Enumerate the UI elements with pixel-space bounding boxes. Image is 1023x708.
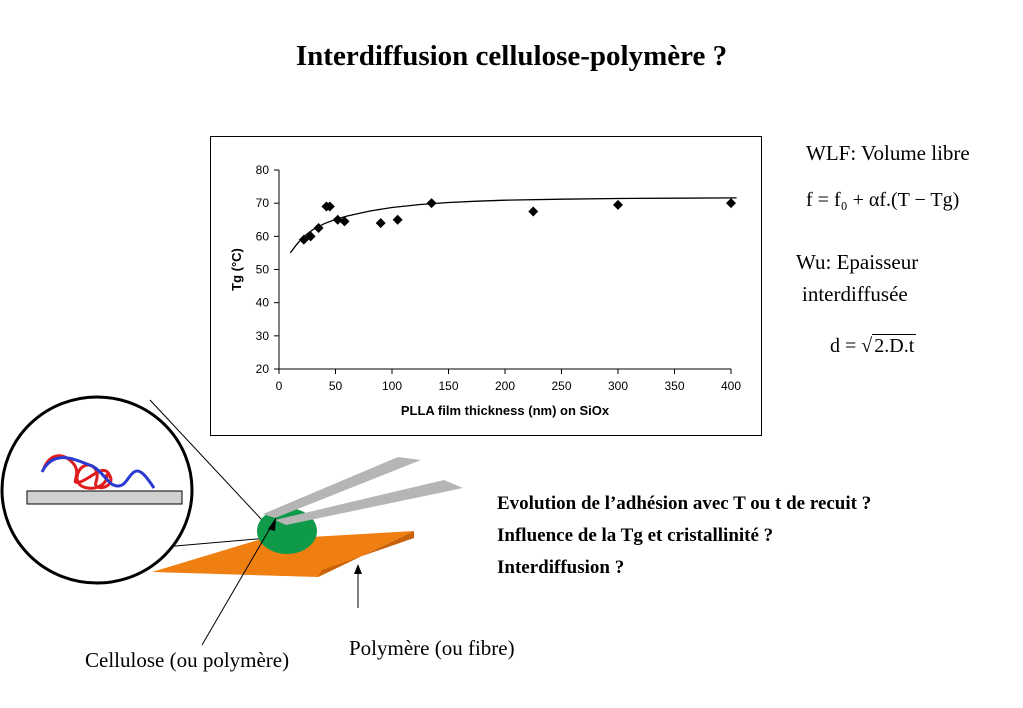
arrow-polymer-head (354, 564, 362, 574)
y-tick-label: 60 (256, 229, 270, 243)
slide-title: Interdiffusion cellulose-polymère ? (295, 40, 728, 72)
question-item: Evolution de l’adhésion avec T ou t de r… (497, 493, 872, 514)
x-tick-label: 350 (664, 379, 684, 393)
x-tick-label: 150 (438, 379, 458, 393)
arrow-cellulose-head (268, 518, 276, 531)
x-tick-label: 100 (382, 379, 402, 393)
tweezer-arm-upper (263, 457, 421, 518)
label-cellulose: Cellulose (ou polymère) (85, 648, 290, 672)
fit-curve (289, 197, 737, 254)
y-tick-label: 40 (256, 296, 270, 310)
x-tick-label: 50 (329, 379, 343, 393)
chain-red (42, 454, 113, 490)
data-point (528, 206, 539, 217)
x-tick-label: 400 (721, 379, 741, 393)
data-point (332, 214, 343, 225)
data-point (313, 223, 324, 234)
data-point (392, 214, 403, 225)
zoom-line-top (149, 399, 263, 521)
chain-blue (40, 456, 156, 489)
data-point (426, 198, 437, 209)
data-point (375, 218, 386, 229)
tg-thickness-chart: 0 50 100 150 200 250 300 350 400 20 30 40 50 60 70 80 P… (229, 163, 741, 418)
y-tick-label: 30 (256, 329, 270, 343)
wu-formula: d = √ 2.D.t (830, 334, 917, 358)
data-point (339, 216, 350, 227)
zoom-circle (0, 395, 194, 585)
question-item: Influence de la Tg et cristallinité ? (497, 525, 774, 546)
x-tick-label: 200 (495, 379, 515, 393)
data-point (305, 231, 316, 242)
wlf-label: WLF: Volume libre (806, 141, 970, 165)
x-axis-title: PLLA film thickness (nm) on SiOx (401, 403, 610, 418)
arrow-cellulose (201, 517, 277, 646)
tweezer-arm-lower (275, 480, 463, 525)
y-axis-title: Tg (°C) (229, 248, 244, 291)
y-tick-label: 50 (256, 263, 270, 277)
substrate-edge (318, 531, 414, 577)
data-point (324, 201, 335, 212)
questions-block: Evolution de l’adhésion avec T ou t de r… (497, 488, 871, 584)
substrate-plate (152, 531, 414, 577)
chart-frame: 0 50 100 150 200 250 300 350 400 20 30 40 50 60 70 80 P… (210, 136, 762, 436)
label-polymer: Polymère (ou fibre) (349, 636, 515, 660)
x-tick-label: 250 (551, 379, 571, 393)
y-tick-label: 80 (256, 163, 270, 177)
wu-formula-lhs: d = (830, 335, 862, 357)
sqrt-sign: √ (861, 335, 873, 357)
wlf-formula: f = f₀ + αf.(T − Tg) (806, 189, 960, 211)
wu-formula-radicand: 2.D.t (872, 334, 917, 357)
question-item: Interdiffusion ? (497, 557, 625, 578)
x-tick-label: 300 (608, 379, 628, 393)
y-tick-label: 20 (256, 362, 270, 376)
wu-label-line1: Wu: Epaisseur (796, 250, 919, 274)
data-point (613, 199, 623, 210)
data-point (726, 198, 736, 209)
wu-label-line2: interdiffusée (802, 282, 908, 306)
data-point (298, 234, 309, 245)
surface-bar (26, 490, 183, 505)
y-tick-label: 70 (256, 196, 270, 210)
adhesion-diagram (0, 395, 463, 646)
x-tick-label: 0 (276, 379, 283, 393)
